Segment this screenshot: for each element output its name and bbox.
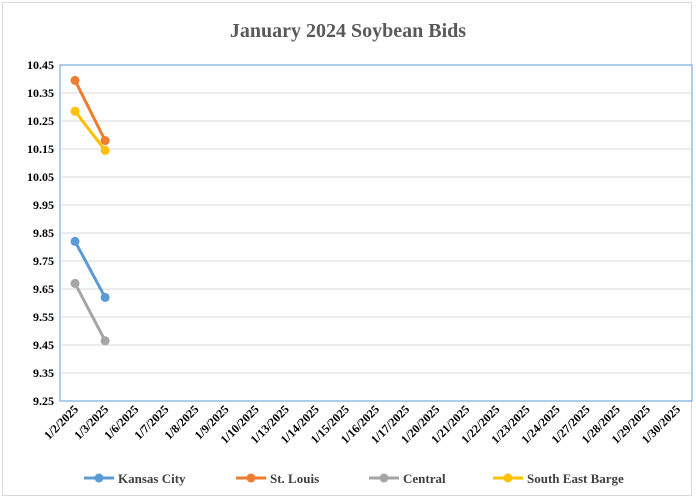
- series-lines: [70, 75, 110, 346]
- series-line-south-east-barge: [73, 109, 107, 152]
- y-tick-label: 9.55: [33, 310, 54, 324]
- legend-label-central: Central: [403, 471, 446, 486]
- series-line-st-louis: [73, 78, 107, 143]
- chart-title: January 2024 Soybean Bids: [229, 20, 467, 42]
- legend-marker-kansas-city: [94, 473, 104, 483]
- legend-label-south-east-barge: South East Barge: [527, 471, 624, 486]
- y-tick-label: 10.05: [27, 170, 54, 184]
- y-tick-label: 9.65: [33, 282, 54, 296]
- legend-marker-central: [379, 473, 389, 483]
- data-point-central: [100, 336, 110, 346]
- y-tick-label: 10.45: [27, 58, 54, 72]
- y-tick-label: 9.35: [33, 366, 54, 380]
- y-tick-label: 9.95: [33, 198, 54, 212]
- data-point-st-louis: [70, 75, 80, 85]
- data-point-st-louis: [100, 136, 110, 146]
- y-tick-label: 9.75: [33, 254, 54, 268]
- legend-label-st-louis: St. Louis: [270, 471, 319, 486]
- data-point-south-east-barge: [70, 106, 80, 116]
- y-tick-label: 10.15: [27, 142, 54, 156]
- legend-label-kansas-city: Kansas City: [118, 471, 186, 486]
- y-tick-label: 10.35: [27, 86, 54, 100]
- x-axis-ticks: 1/2/20251/3/20251/6/20251/7/20251/8/2025…: [41, 402, 683, 446]
- y-tick-label: 9.85: [33, 226, 54, 240]
- data-point-kansas-city: [70, 236, 80, 246]
- series-line-central: [73, 281, 107, 343]
- y-tick-label: 10.25: [27, 114, 54, 128]
- legend-marker-st-louis: [246, 473, 256, 483]
- legend: Kansas City St. Louis Central South East Ba…: [84, 471, 624, 486]
- gridlines: [60, 92, 692, 374]
- y-tick-label: 9.45: [33, 338, 54, 352]
- data-point-south-east-barge: [100, 145, 110, 155]
- data-point-kansas-city: [100, 292, 110, 302]
- series-line-kansas-city: [73, 239, 107, 299]
- legend-marker-south-east-barge: [503, 473, 513, 483]
- y-tick-label: 9.25: [33, 394, 54, 408]
- y-axis-ticks: 9.25 9.35 9.45 9.55 9.65 9.75 9.85 9.95 10.05 10.…: [27, 58, 54, 408]
- data-point-central: [70, 278, 80, 288]
